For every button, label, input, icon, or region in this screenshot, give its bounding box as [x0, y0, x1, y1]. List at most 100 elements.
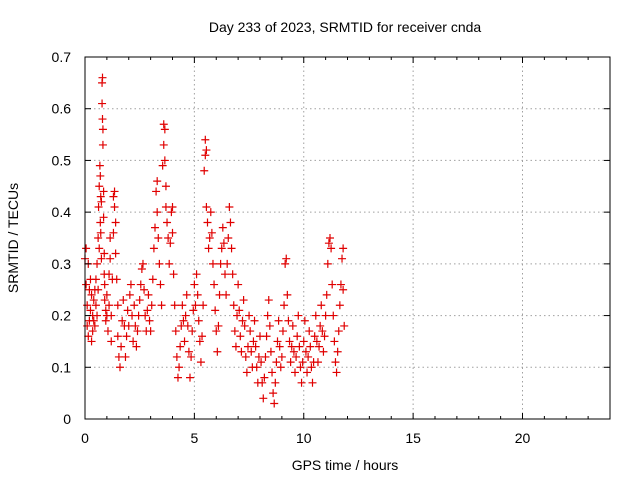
data-point	[99, 213, 108, 222]
data-point	[231, 342, 240, 351]
data-point	[173, 373, 182, 382]
data-point	[152, 187, 161, 196]
data-point	[294, 311, 303, 320]
data-point	[110, 202, 119, 211]
data-point	[140, 285, 149, 294]
x-axis-label: GPS time / hours	[292, 457, 399, 473]
data-point	[284, 316, 293, 325]
plot-frame	[84, 56, 611, 420]
data-point	[89, 316, 98, 325]
data-point	[298, 358, 307, 367]
data-point	[161, 182, 170, 191]
data-point	[270, 399, 279, 408]
data-point	[293, 332, 302, 341]
data-point	[330, 337, 339, 346]
data-point	[141, 311, 150, 320]
x-tick-label: 20	[515, 430, 531, 446]
data-point	[198, 332, 207, 341]
data-point	[319, 347, 328, 356]
data-point	[320, 332, 329, 341]
data-point	[97, 254, 106, 263]
data-point	[178, 301, 187, 310]
data-point	[109, 192, 118, 201]
data-point	[145, 316, 154, 325]
data-point	[136, 280, 145, 289]
data-point	[91, 275, 100, 284]
data-point	[249, 337, 258, 346]
data-point	[123, 306, 132, 315]
data-point	[119, 296, 128, 305]
data-point	[102, 290, 111, 299]
data-point	[272, 358, 281, 367]
data-point	[259, 394, 268, 403]
data-point	[149, 244, 158, 253]
data-point	[233, 311, 242, 320]
data-point	[323, 259, 332, 268]
data-point	[335, 301, 344, 310]
data-point	[129, 337, 138, 346]
data-point	[243, 342, 252, 351]
data-point	[318, 327, 327, 336]
data-point	[207, 228, 216, 237]
data-point	[163, 218, 172, 227]
data-point	[240, 321, 249, 330]
data-point	[308, 378, 317, 387]
data-point	[194, 316, 203, 325]
data-point	[264, 296, 273, 305]
data-point	[288, 321, 297, 330]
data-point	[326, 234, 334, 242]
y-tick-label: 0.1	[52, 359, 72, 375]
data-point	[95, 182, 104, 191]
data-point	[316, 321, 325, 330]
data-point	[101, 316, 110, 325]
data-point	[200, 166, 209, 175]
data-point	[234, 280, 243, 289]
grid	[85, 57, 610, 419]
data-point	[151, 223, 159, 232]
x-tick-label: 15	[405, 430, 421, 446]
data-point	[180, 337, 189, 346]
data-point	[201, 135, 210, 144]
data-point	[312, 337, 321, 346]
data-point	[105, 270, 114, 279]
data-point	[252, 363, 261, 372]
data-point	[322, 290, 331, 299]
data-point	[205, 234, 214, 242]
y-axis-label: SRMTID / TECUs	[5, 183, 21, 293]
data-points	[81, 73, 349, 408]
data-point	[277, 352, 286, 361]
data-point	[340, 321, 349, 330]
data-point	[222, 290, 231, 299]
y-tick-label: 0.3	[52, 256, 72, 272]
data-point	[160, 125, 169, 134]
x-tick-label: 5	[190, 430, 198, 446]
data-point	[86, 306, 95, 315]
data-point	[278, 327, 287, 336]
data-point	[133, 327, 142, 336]
tick-labels: 0 5 10 15 20 0 0.1 0.2 0.3 0.4 0.5 0.6 0.7	[52, 49, 531, 446]
data-point	[87, 290, 96, 299]
data-point	[84, 332, 93, 341]
data-point	[261, 352, 270, 361]
data-point	[315, 342, 324, 351]
data-point	[188, 327, 197, 336]
data-point	[275, 342, 284, 351]
y-tick-label: 0.6	[52, 101, 72, 117]
data-point	[196, 358, 205, 367]
data-point	[213, 347, 222, 356]
data-point	[117, 342, 126, 351]
data-point	[195, 337, 204, 346]
data-point	[307, 363, 316, 372]
data-point	[339, 285, 348, 294]
data-point	[176, 342, 185, 351]
data-point	[206, 208, 215, 217]
data-point	[122, 332, 131, 341]
data-point	[100, 280, 109, 289]
data-point	[324, 239, 333, 248]
data-point	[93, 311, 102, 320]
data-point	[219, 239, 228, 248]
y-tick-label: 0.5	[52, 152, 72, 168]
data-point	[299, 337, 308, 346]
data-point	[301, 347, 310, 356]
data-point	[88, 327, 97, 336]
